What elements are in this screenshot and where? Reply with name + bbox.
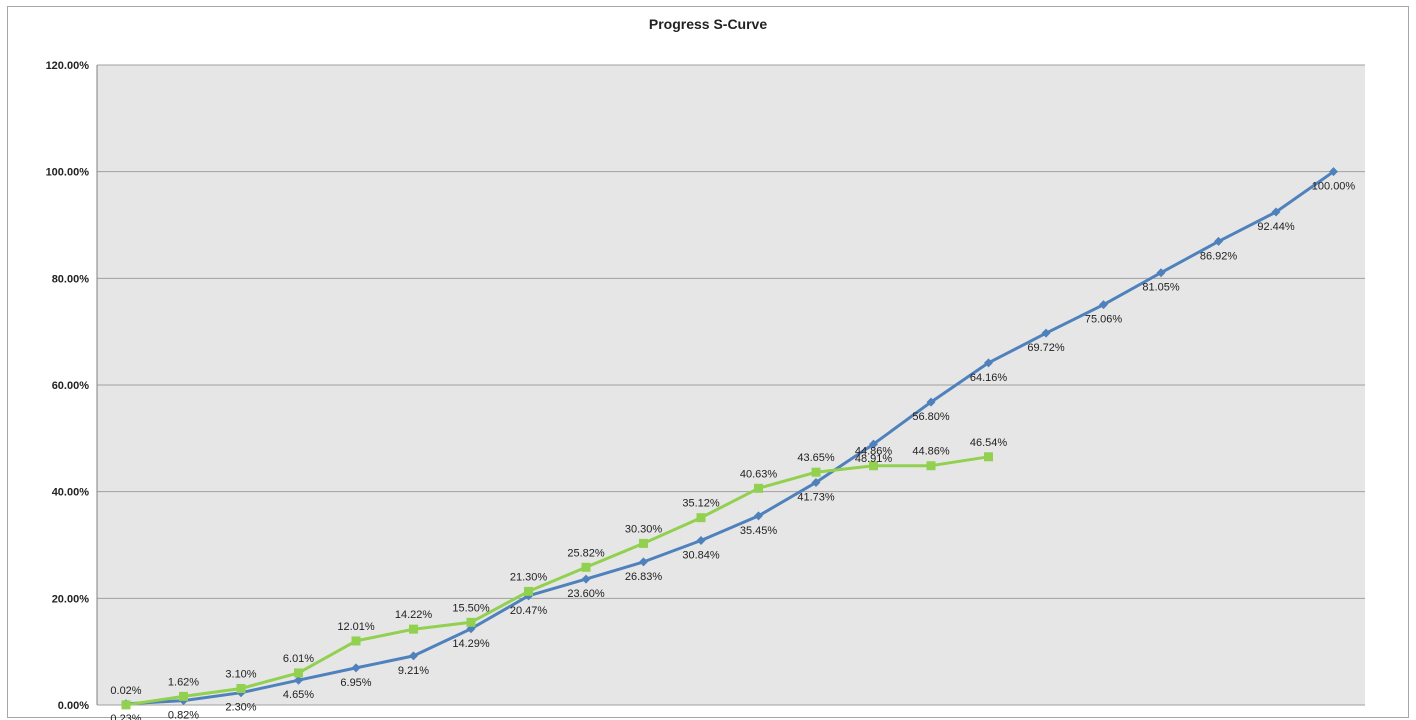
series-2-data-label: 15.50% xyxy=(452,602,490,614)
series-1-data-label: 92.44% xyxy=(1257,221,1295,233)
y-tick-label: 0.00% xyxy=(58,700,89,712)
series-2-data-label: 1.62% xyxy=(168,676,199,688)
series-2-point xyxy=(294,668,303,678)
series-2-point xyxy=(926,461,936,471)
series-1-data-label: 0.23% xyxy=(110,713,141,720)
series-2-point xyxy=(409,624,418,634)
series-2-data-label: 46.54% xyxy=(970,437,1008,449)
series-2-line xyxy=(125,455,989,707)
y-tick-label: 40.00% xyxy=(52,487,90,499)
series-1-data-label: 100.00% xyxy=(1312,181,1356,193)
series-2-data-label: 30.30% xyxy=(625,523,663,535)
series-1-data-label: 4.65% xyxy=(283,689,314,701)
series-1-point xyxy=(1041,328,1051,338)
series-2-data-label: 3.10% xyxy=(225,668,256,680)
series-1-data-label: 75.06% xyxy=(1085,314,1123,326)
series-1-data-label: 35.45% xyxy=(740,525,778,537)
series-1-point xyxy=(1156,268,1166,278)
series-1-data-label: 23.60% xyxy=(567,588,605,600)
y-tick-label: 100.00% xyxy=(46,167,90,179)
series-2-point xyxy=(869,461,878,471)
series-2-data-label: 6.01% xyxy=(283,653,314,665)
series-1-data-label: 6.95% xyxy=(340,677,371,689)
series-1-point xyxy=(294,675,303,685)
series-1-point xyxy=(754,511,763,521)
series-2-point xyxy=(236,683,246,693)
series-markers xyxy=(121,167,1338,710)
y-tick-label: 80.00% xyxy=(52,273,90,285)
series-1-data-label: 64.16% xyxy=(970,372,1008,384)
series-2-data-label: 44.86% xyxy=(912,446,950,458)
series-2-point xyxy=(121,700,131,710)
series-2-point xyxy=(351,636,361,646)
y-tick-label: 60.00% xyxy=(52,380,90,392)
series-1-data-label: 41.73% xyxy=(797,491,835,503)
series-2-data-label: 21.30% xyxy=(510,571,548,583)
y-tick-label: 120.00% xyxy=(46,60,90,72)
series-1-data-label: 9.21% xyxy=(398,665,429,677)
series-1-point xyxy=(1271,207,1281,217)
series-2-point xyxy=(639,538,648,548)
series-2-point xyxy=(696,513,706,523)
chart-title: Progress S-Curve xyxy=(648,16,768,32)
series-1-data-label: 30.84% xyxy=(682,550,720,562)
y-tick-label: 20.00% xyxy=(52,593,90,605)
series-1-point xyxy=(351,663,361,673)
series-1-point xyxy=(581,574,591,584)
series-2-data-label: 12.01% xyxy=(337,621,375,633)
series-1-data-label: 26.83% xyxy=(625,571,663,583)
series-1-data-label: 81.05% xyxy=(1142,282,1180,294)
series-lines xyxy=(125,170,1335,707)
series-2-point xyxy=(466,617,476,627)
series-2-point xyxy=(524,586,533,596)
series-1-point xyxy=(869,439,878,449)
series-1-point xyxy=(696,536,706,546)
series-1-point xyxy=(409,651,418,661)
series-1-line xyxy=(125,170,1335,706)
series-2-data-label: 35.12% xyxy=(682,498,720,510)
series-2-data-label: 14.22% xyxy=(395,609,433,621)
series-1-data-label: 20.47% xyxy=(510,605,548,617)
series-2-data-label: 44.86% xyxy=(855,446,893,458)
series-1-data-label: 69.72% xyxy=(1027,342,1065,354)
series-2-point xyxy=(984,452,993,462)
series-1-data-label: 2.30% xyxy=(225,702,256,714)
series-2-data-label: 43.65% xyxy=(797,452,835,464)
series-2-data-label: 0.02% xyxy=(110,685,141,697)
series-2-data-label: 40.63% xyxy=(740,468,778,480)
series-1-data-label: 14.29% xyxy=(452,638,490,650)
series-1-point xyxy=(639,557,648,567)
series-1-data-label: 0.82% xyxy=(168,710,199,720)
series-1-data-label: 56.80% xyxy=(912,411,950,423)
series-1-point xyxy=(926,397,936,407)
series-1-point xyxy=(1099,300,1108,310)
y-axis-ticks: 0.00% 20.00% 40.00% 60.00% 80.00% 100.00% 120.… xyxy=(46,60,90,712)
series-1-point xyxy=(1329,167,1338,177)
series-2-point xyxy=(581,562,591,572)
series-2-point xyxy=(811,467,821,477)
series-2-point xyxy=(179,691,188,701)
series-1-point xyxy=(811,477,821,487)
series-1-point xyxy=(984,358,993,368)
series-1-data-label: 48.91% xyxy=(855,453,893,465)
series-1-point xyxy=(1214,236,1223,246)
series-1-data-label: 86.92% xyxy=(1200,250,1238,262)
data-labels: 0.23% 0.82% 2.30% 4.65% 6.95% 9.21% 14.29% 20.4… xyxy=(110,181,1355,720)
series-2-point xyxy=(754,483,763,493)
series-2-data-label: 25.82% xyxy=(567,547,605,559)
